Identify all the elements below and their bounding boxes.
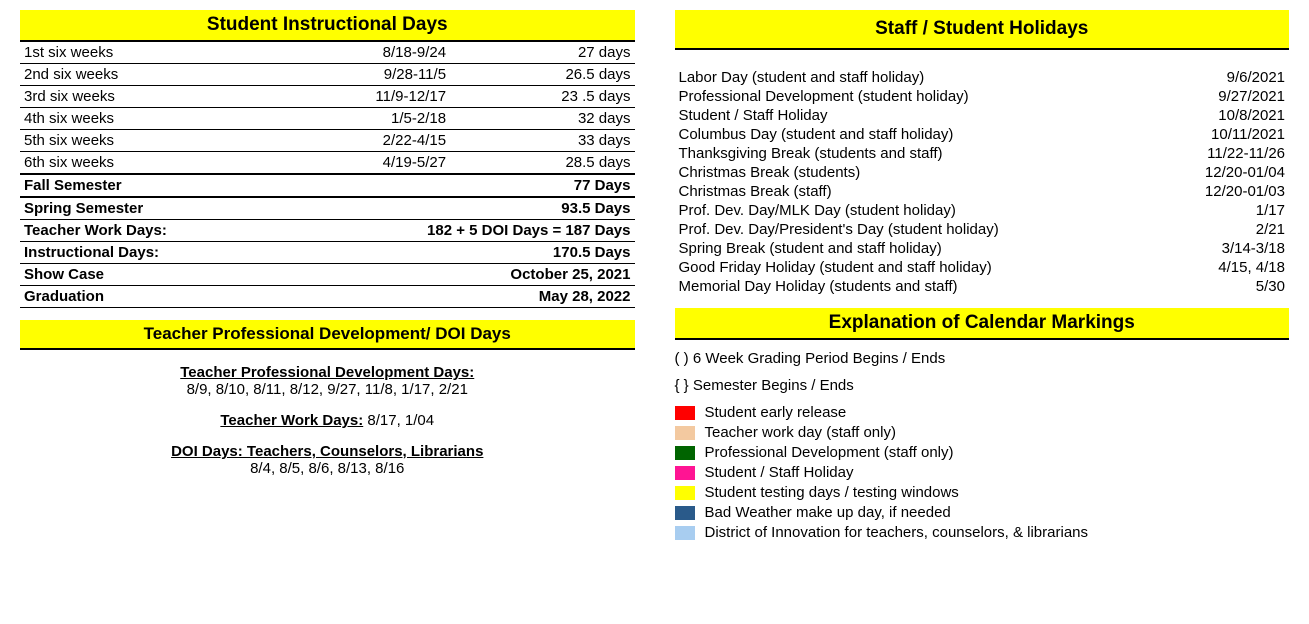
legend-label: Student early release <box>705 404 847 421</box>
doi-days-header: DOI Days: Teachers, Counselors, Libraria… <box>20 443 635 460</box>
explanation-header: Explanation of Calendar Markings <box>675 308 1290 340</box>
legend-label: District of Innovation for teachers, cou… <box>705 524 1089 541</box>
doi-days-block: DOI Days: Teachers, Counselors, Libraria… <box>20 443 635 477</box>
week-row: 3rd six weeks11/9-12/1723 .5 days <box>20 86 635 108</box>
legend-label: Teacher work day (staff only) <box>705 424 896 441</box>
legend-label: Professional Development (staff only) <box>705 444 954 461</box>
legend-row: District of Innovation for teachers, cou… <box>675 524 1290 541</box>
holiday-row: Student / Staff Holiday10/8/2021 <box>675 106 1290 125</box>
holiday-row: Professional Development (student holida… <box>675 87 1290 106</box>
holiday-row: Christmas Break (staff)12/20-01/03 <box>675 182 1290 201</box>
week-row: 1st six weeks8/18-9/2427 days <box>20 42 635 64</box>
legend-label: Bad Weather make up day, if needed <box>705 504 951 521</box>
holiday-row: Spring Break (student and staff holiday)… <box>675 239 1290 258</box>
legend-swatch <box>675 466 695 480</box>
legend-swatch <box>675 506 695 520</box>
holiday-row: Prof. Dev. Day/President's Day (student … <box>675 220 1290 239</box>
summary-row: Fall Semester77 Days <box>20 174 635 197</box>
legend-swatch <box>675 486 695 500</box>
legend-row: Bad Weather make up day, if needed <box>675 504 1290 521</box>
legend-row: Student early release <box>675 404 1290 421</box>
legend-block: Student early release Teacher work day (s… <box>675 404 1290 541</box>
summary-row: Spring Semester93.5 Days <box>20 197 635 220</box>
legend-row: Student testing days / testing windows <box>675 484 1290 501</box>
pd-days-header: Teacher Professional Development Days: <box>20 364 635 381</box>
holidays-body: Labor Day (student and staff holiday)9/6… <box>675 68 1290 296</box>
holiday-row: Prof. Dev. Day/MLK Day (student holiday)… <box>675 201 1290 220</box>
holiday-row: Memorial Day Holiday (students and staff… <box>675 277 1290 296</box>
legend-label: Student / Staff Holiday <box>705 464 854 481</box>
week-row: 2nd six weeks9/28-11/526.5 days <box>20 64 635 86</box>
instructional-days-header: Student Instructional Days <box>20 10 635 42</box>
pd-doi-bar: Teacher Professional Development/ DOI Da… <box>20 320 635 350</box>
holidays-header: Staff / Student Holidays <box>675 10 1290 50</box>
holidays-table: Labor Day (student and staff holiday)9/6… <box>675 68 1290 296</box>
summary-row: Instructional Days:170.5 Days <box>20 242 635 264</box>
holiday-row: Christmas Break (students)12/20-01/04 <box>675 163 1290 182</box>
legend-row: Student / Staff Holiday <box>675 464 1290 481</box>
main-container: Student Instructional Days 1st six weeks… <box>20 10 1289 544</box>
week-row: 6th six weeks4/19-5/2728.5 days <box>20 152 635 175</box>
legend-row: Professional Development (staff only) <box>675 444 1290 461</box>
right-column: Staff / Student Holidays Labor Day (stud… <box>675 10 1290 544</box>
legend-row: Teacher work day (staff only) <box>675 424 1290 441</box>
week-row: 4th six weeks1/5-2/1832 days <box>20 108 635 130</box>
holiday-row: Columbus Day (student and staff holiday)… <box>675 125 1290 144</box>
doi-days-dates: 8/4, 8/5, 8/6, 8/13, 8/16 <box>20 460 635 477</box>
legend-swatch <box>675 526 695 540</box>
holiday-row: Labor Day (student and staff holiday)9/6… <box>675 68 1290 87</box>
summary-row: GraduationMay 28, 2022 <box>20 286 635 308</box>
teacher-work-days-block: Teacher Work Days: 8/17, 1/04 <box>20 412 635 429</box>
teacher-work-days-header: Teacher Work Days: <box>220 412 363 429</box>
instructional-days-table: 1st six weeks8/18-9/2427 days2nd six wee… <box>20 42 635 308</box>
holiday-row: Thanksgiving Break (students and staff)1… <box>675 144 1290 163</box>
legend-swatch <box>675 446 695 460</box>
legend-swatch <box>675 426 695 440</box>
weeks-body: 1st six weeks8/18-9/2427 days2nd six wee… <box>20 42 635 308</box>
holiday-row: Good Friday Holiday (student and staff h… <box>675 258 1290 277</box>
legend-swatch <box>675 406 695 420</box>
pd-days-dates: 8/9, 8/10, 8/11, 8/12, 9/27, 11/8, 1/17,… <box>20 381 635 398</box>
summary-row: Teacher Work Days:182 + 5 DOI Days = 187… <box>20 220 635 242</box>
teacher-work-days-dates: 8/17, 1/04 <box>363 412 434 429</box>
pd-days-block: Teacher Professional Development Days: 8… <box>20 364 635 398</box>
summary-row: Show CaseOctober 25, 2021 <box>20 264 635 286</box>
paren-note: ( ) 6 Week Grading Period Begins / Ends <box>675 350 1290 367</box>
left-column: Student Instructional Days 1st six weeks… <box>20 10 635 544</box>
curly-note: { } Semester Begins / Ends <box>675 377 1290 394</box>
week-row: 5th six weeks2/22-4/1533 days <box>20 130 635 152</box>
legend-label: Student testing days / testing windows <box>705 484 959 501</box>
